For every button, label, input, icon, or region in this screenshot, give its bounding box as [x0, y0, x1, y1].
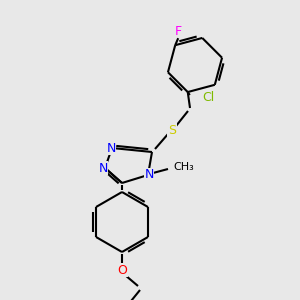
Text: O: O	[117, 263, 127, 277]
Text: F: F	[175, 25, 182, 38]
Text: N: N	[106, 142, 116, 154]
Text: N: N	[144, 169, 154, 182]
Text: CH₃: CH₃	[173, 162, 194, 172]
Text: N: N	[98, 161, 108, 175]
Text: S: S	[168, 124, 176, 136]
Text: Cl: Cl	[202, 91, 214, 103]
